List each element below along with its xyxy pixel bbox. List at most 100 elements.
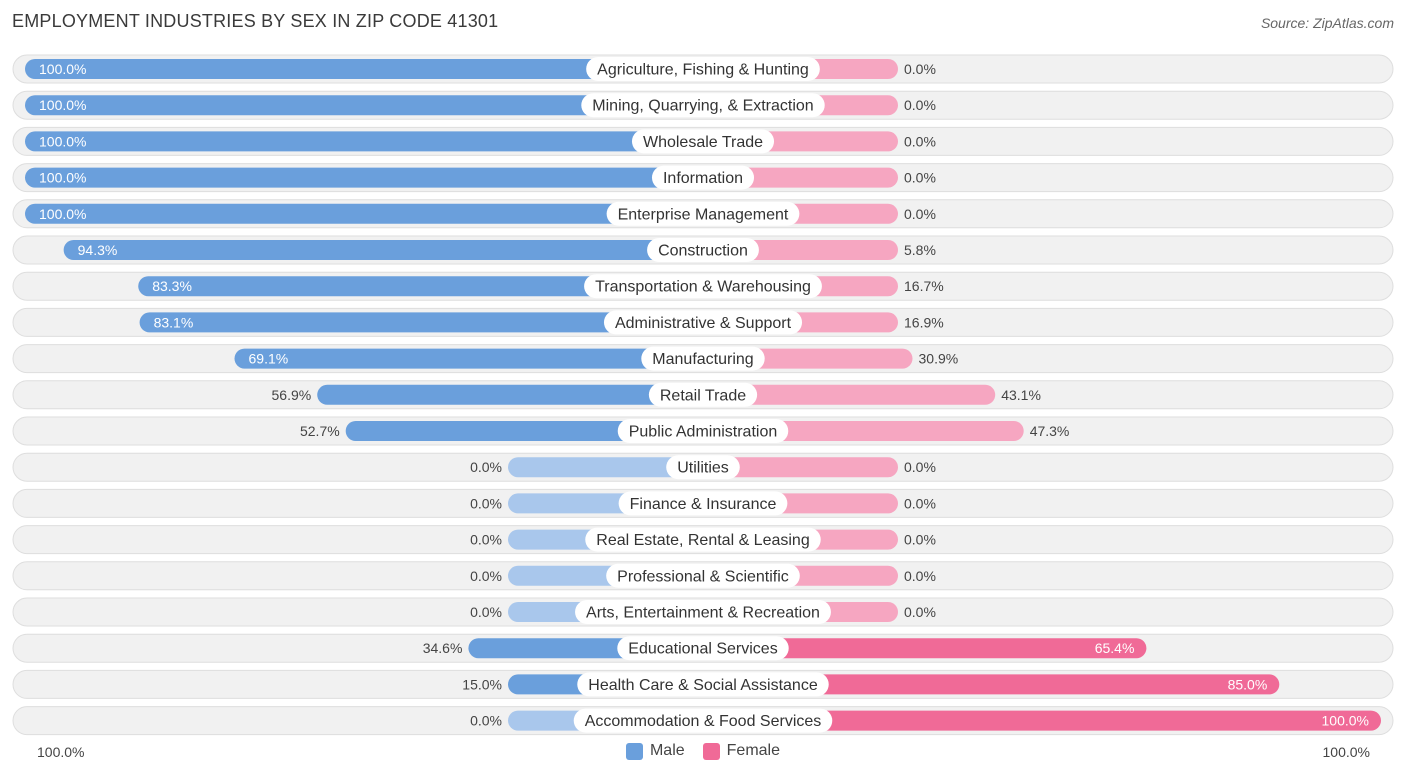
legend: Male Female bbox=[0, 742, 1406, 760]
male-value-label: 15.0% bbox=[462, 676, 502, 692]
source-label: Source: ZipAtlas.com bbox=[1260, 15, 1394, 31]
female-value-label: 0.0% bbox=[904, 170, 936, 186]
category-pill bbox=[584, 274, 822, 299]
male-bar bbox=[508, 457, 703, 478]
female-value-label: 47.3% bbox=[1030, 423, 1070, 439]
category-label: Wholesale Trade bbox=[643, 134, 763, 151]
male-bar bbox=[25, 59, 703, 79]
bar-row[interactable]: 34.6% 65.4% Educational Services bbox=[12, 633, 1394, 663]
category-label: Arts, Entertainment & Recreation bbox=[586, 605, 820, 622]
female-value-label: 16.7% bbox=[904, 278, 944, 294]
category-label: Public Administration bbox=[629, 424, 778, 441]
bar-row[interactable]: 0.0% 0.0% Real Estate, Rental & Leasing bbox=[12, 525, 1394, 555]
female-value-label: 0.0% bbox=[904, 133, 936, 149]
female-swatch-icon bbox=[702, 742, 720, 760]
category-pill bbox=[648, 382, 758, 407]
bar-row[interactable]: 56.9% 43.1% Retail Trade bbox=[12, 380, 1394, 410]
male-value-label: 56.9% bbox=[272, 387, 312, 403]
male-value-label: 0.0% bbox=[470, 568, 502, 584]
female-value-label: 0.0% bbox=[904, 459, 936, 475]
male-value-label: 0.0% bbox=[470, 532, 502, 548]
female-value-label: 30.9% bbox=[919, 351, 959, 367]
legend-item-male[interactable]: Male bbox=[625, 742, 685, 760]
bar-row[interactable]: 100.0% 0.0% Agriculture, Fishing & Hunting bbox=[12, 54, 1394, 84]
female-value-label: 85.0% bbox=[1228, 676, 1268, 692]
female-bar bbox=[703, 674, 1280, 695]
bar-row[interactable]: 83.1% 16.9% Administrative & Support bbox=[12, 307, 1394, 337]
bar-row[interactable]: 52.7% 47.3% Public Administration bbox=[12, 416, 1394, 446]
category-label: Information bbox=[663, 170, 743, 187]
category-label: Finance & Insurance bbox=[630, 496, 777, 513]
category-pill bbox=[577, 672, 829, 697]
bar-row[interactable]: 0.0% 100.0% Accommodation & Food Services bbox=[12, 706, 1394, 736]
category-label: Mining, Quarrying, & Extraction bbox=[592, 98, 813, 115]
axis-right-label: 100.0% bbox=[1322, 744, 1370, 760]
bar-row[interactable]: 0.0% 0.0% Finance & Insurance bbox=[12, 488, 1394, 518]
bar-row[interactable]: 100.0% 0.0% Enterprise Management bbox=[12, 199, 1394, 229]
category-label: Transportation & Warehousing bbox=[595, 279, 811, 296]
category-label: Utilities bbox=[677, 460, 729, 477]
category-pill bbox=[603, 310, 803, 335]
legend-male-label: Male bbox=[649, 742, 685, 759]
category-label: Real Estate, Rental & Leasing bbox=[596, 532, 809, 549]
female-value-label: 0.0% bbox=[904, 97, 936, 113]
axis-left-label: 100.0% bbox=[37, 744, 85, 760]
category-pill bbox=[641, 346, 765, 371]
male-value-label: 0.0% bbox=[470, 459, 502, 475]
male-value-label: 100.0% bbox=[39, 133, 86, 149]
male-value-label: 100.0% bbox=[39, 61, 86, 77]
female-value-label: 0.0% bbox=[904, 206, 936, 222]
bar-row[interactable]: 83.3% 16.7% Transportation & Warehousing bbox=[12, 271, 1394, 301]
category-pill bbox=[586, 57, 820, 81]
category-pill bbox=[631, 129, 775, 154]
male-bar bbox=[138, 276, 703, 297]
bar-row[interactable]: 15.0% 85.0% Health Care & Social Assistanc… bbox=[12, 669, 1394, 699]
male-value-label: 100.0% bbox=[39, 97, 86, 113]
legend-item-female[interactable]: Female bbox=[702, 742, 781, 760]
category-pill bbox=[617, 419, 789, 443]
category-label: Retail Trade bbox=[660, 387, 746, 404]
female-value-label: 43.1% bbox=[1001, 387, 1041, 403]
bar-row[interactable]: 0.0% 0.0% Utilities bbox=[12, 452, 1394, 482]
female-bar bbox=[703, 457, 898, 478]
female-bar bbox=[703, 638, 1147, 659]
male-value-label: 100.0% bbox=[39, 170, 86, 186]
female-value-label: 100.0% bbox=[1322, 713, 1369, 729]
male-value-label: 69.1% bbox=[249, 351, 289, 367]
legend-female-label: Female bbox=[726, 742, 781, 759]
male-swatch-icon bbox=[625, 742, 643, 760]
chart-title: EMPLOYMENT INDUSTRIES BY SEX IN ZIP CODE… bbox=[12, 11, 499, 31]
male-bar bbox=[345, 421, 703, 441]
female-bar bbox=[703, 710, 1381, 731]
category-label: Manufacturing bbox=[652, 351, 753, 368]
category-pill bbox=[666, 455, 740, 480]
female-bar bbox=[703, 384, 996, 405]
bar-row[interactable]: 69.1% 30.9% Manufacturing bbox=[12, 344, 1394, 374]
category-label: Professional & Scientific bbox=[617, 568, 789, 585]
category-pill bbox=[573, 708, 833, 733]
category-pill bbox=[651, 165, 755, 190]
category-label: Administrative & Support bbox=[615, 315, 792, 332]
category-pill bbox=[585, 527, 821, 552]
category-label: Enterprise Management bbox=[618, 206, 789, 223]
male-bar bbox=[63, 240, 704, 260]
category-label: Construction bbox=[658, 243, 748, 260]
category-pill bbox=[606, 563, 800, 588]
male-bar bbox=[25, 131, 703, 152]
bar-row[interactable]: 100.0% 0.0% Information bbox=[12, 163, 1394, 193]
male-value-label: 0.0% bbox=[470, 713, 502, 729]
category-pill bbox=[618, 491, 788, 516]
female-value-label: 0.0% bbox=[904, 568, 936, 584]
bar-row[interactable]: 0.0% 0.0% Professional & Scientific bbox=[12, 561, 1394, 591]
male-value-label: 0.0% bbox=[470, 495, 502, 511]
male-bar bbox=[317, 384, 703, 405]
male-value-label: 83.1% bbox=[154, 314, 194, 330]
bar-row[interactable]: 0.0% 0.0% Arts, Entertainment & Recreation bbox=[12, 597, 1394, 627]
bar-row[interactable]: 100.0% 0.0% Mining, Quarrying, & Extractio… bbox=[12, 90, 1394, 120]
female-value-label: 0.0% bbox=[904, 532, 936, 548]
female-value-label: 0.0% bbox=[904, 495, 936, 511]
male-value-label: 0.0% bbox=[470, 604, 502, 620]
bar-row[interactable]: 100.0% 0.0% Wholesale Trade bbox=[12, 126, 1394, 156]
bar-row[interactable]: 94.3% 5.8% Construction bbox=[12, 235, 1394, 265]
